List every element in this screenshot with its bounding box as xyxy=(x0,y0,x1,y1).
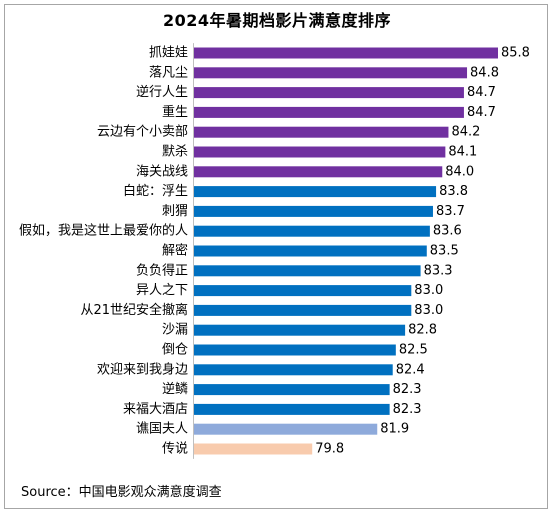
value-label-11: 83.5 xyxy=(430,244,459,259)
value-label-15: 82.8 xyxy=(408,323,437,338)
value-label-17: 82.4 xyxy=(396,362,425,377)
value-label-4: 84.7 xyxy=(467,105,496,120)
value-label-1: 85.8 xyxy=(501,46,530,61)
category-label-5: 云边有个小卖部 xyxy=(97,125,188,140)
bar-5 xyxy=(194,126,449,138)
category-label-16: 倒仓 xyxy=(162,343,188,358)
bar-19 xyxy=(194,403,390,415)
value-label-13: 83.0 xyxy=(414,283,443,298)
category-labels-group: 抓娃娃落凡尘逆行人生重生云边有个小卖部默杀海关战线白蛇：浮生刺猬假如，我是这世上… xyxy=(19,46,188,457)
category-label-3: 逆行人生 xyxy=(136,84,188,100)
value-label-7: 84.0 xyxy=(445,164,474,179)
value-label-16: 82.5 xyxy=(399,343,428,358)
source-note: Source：中国电影观众满意度调查 xyxy=(21,485,222,500)
bar-7 xyxy=(194,166,443,178)
bar-20 xyxy=(194,423,378,435)
value-labels-group: 85.884.8 84.7 84.7 84.2 84.1 84.0 83.8 83.7 83.6… xyxy=(315,46,530,457)
bar-1 xyxy=(194,47,498,59)
category-label-12: 负负得正 xyxy=(136,262,188,278)
value-label-10: 83.6 xyxy=(433,224,462,239)
category-label-7: 海关战线 xyxy=(136,164,188,179)
bar-17 xyxy=(194,364,393,376)
category-label-8: 白蛇：浮生 xyxy=(123,183,188,199)
bar-4 xyxy=(194,106,464,118)
value-label-19: 82.3 xyxy=(393,402,422,417)
value-label-12: 83.3 xyxy=(424,263,453,278)
bars-group xyxy=(194,47,498,455)
bar-18 xyxy=(194,384,390,396)
bar-13 xyxy=(194,285,412,297)
bar-8 xyxy=(194,186,437,198)
bar-12 xyxy=(194,265,421,277)
bar-15 xyxy=(194,324,406,336)
category-label-19: 来福大酒店 xyxy=(123,402,188,417)
category-label-21: 传说 xyxy=(162,442,188,457)
bar-6 xyxy=(194,146,446,158)
category-label-2: 落凡尘 xyxy=(149,65,188,80)
bar-21 xyxy=(194,443,313,455)
category-label-11: 解密 xyxy=(162,243,188,259)
value-label-9: 83.7 xyxy=(436,204,465,219)
bar-9 xyxy=(194,205,433,217)
value-label-20: 81.9 xyxy=(380,422,409,437)
value-label-6: 84.1 xyxy=(448,145,477,160)
value-label-14: 83.0 xyxy=(414,303,443,318)
category-label-1: 抓娃娃 xyxy=(149,46,188,61)
category-label-13: 异人之下 xyxy=(136,283,188,298)
chart-title: 2024年暑期档影片满意度排序 xyxy=(162,11,392,30)
value-label-5: 84.2 xyxy=(451,125,480,140)
value-label-2: 84.8 xyxy=(470,65,499,80)
category-label-14: 从21世纪安全撤离 xyxy=(80,302,188,318)
value-label-18: 82.3 xyxy=(393,382,422,397)
bar-16 xyxy=(194,344,396,356)
value-label-21: 79.8 xyxy=(315,442,344,457)
bar-10 xyxy=(194,225,430,237)
category-label-20: 谯国夫人 xyxy=(136,422,188,437)
category-label-17: 欢迎来到我身边 xyxy=(97,361,188,377)
category-label-18: 逆鳞 xyxy=(162,381,188,397)
category-label-9: 刺猬 xyxy=(162,204,188,219)
category-label-4: 重生 xyxy=(162,104,188,120)
bar-2 xyxy=(194,67,468,79)
bar-11 xyxy=(194,245,427,257)
category-label-6: 默杀 xyxy=(162,144,188,160)
bar-3 xyxy=(194,87,464,99)
value-label-3: 84.7 xyxy=(467,85,496,100)
value-label-8: 83.8 xyxy=(439,184,468,199)
bar-14 xyxy=(194,304,412,316)
category-label-15: 沙漏 xyxy=(162,322,188,338)
category-label-10: 假如，我是这世上最爱你的人 xyxy=(19,223,188,239)
